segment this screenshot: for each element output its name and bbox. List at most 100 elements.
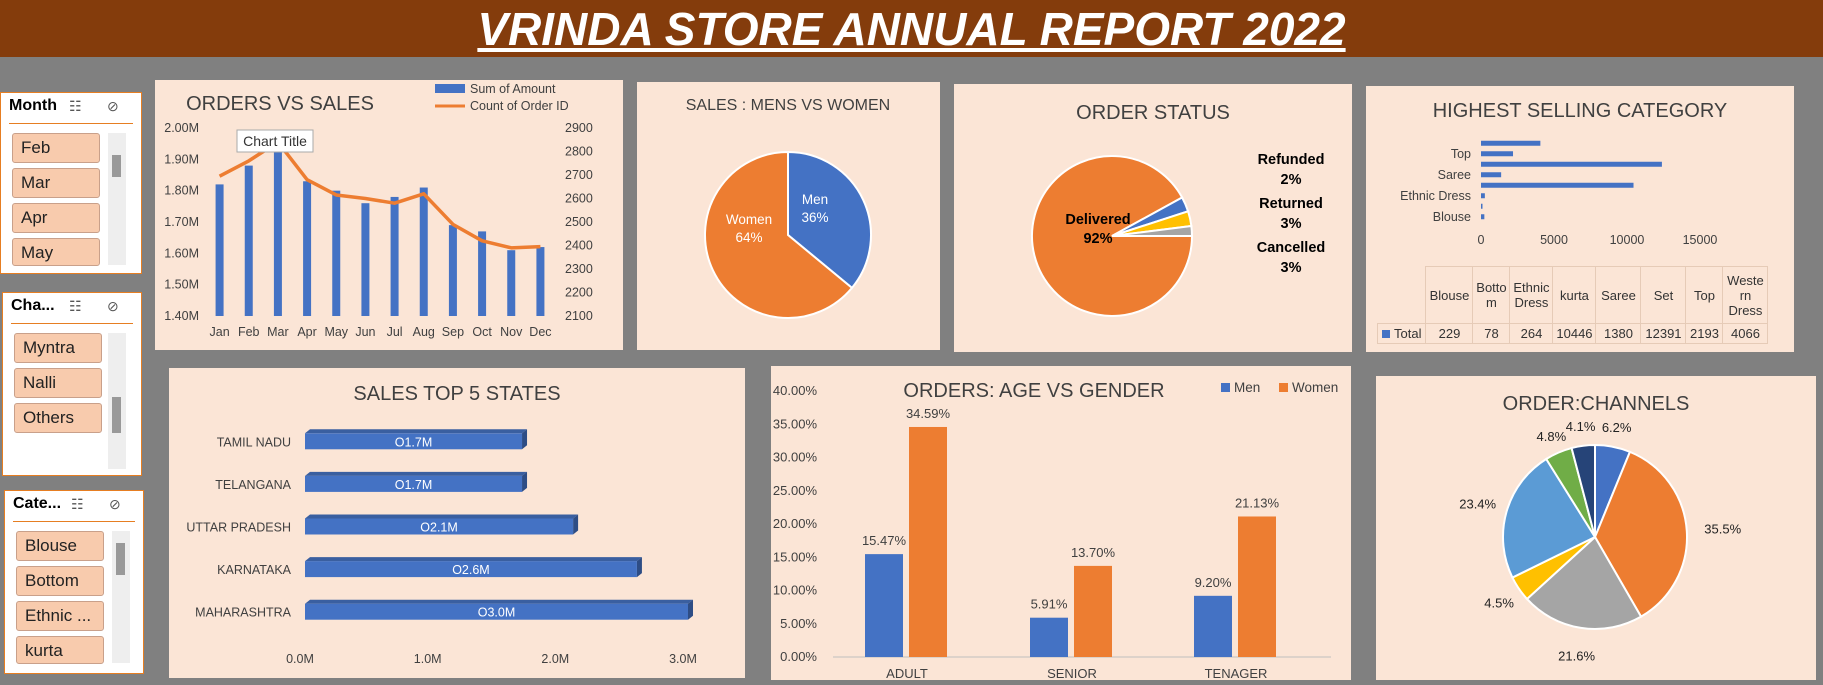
channel-slicer[interactable]: Cha... ☷ ⊘ Myntra Nalli Others: [2, 292, 142, 476]
x-tick: Apr: [297, 325, 316, 339]
multi-select-icon[interactable]: ☷: [69, 298, 82, 314]
slicer-item[interactable]: kurta: [16, 636, 104, 664]
pie-value-label: 23.4%: [1459, 497, 1496, 512]
table-header: Top: [1685, 266, 1724, 324]
slicer-item[interactable]: Nalli: [14, 368, 102, 398]
x-tick: Mar: [267, 325, 289, 339]
slicer-item[interactable]: Myntra: [14, 333, 102, 363]
chart-title: HIGHEST SELLING CATEGORY: [1433, 100, 1728, 122]
slicer-item[interactable]: May: [12, 238, 100, 266]
multi-select-icon[interactable]: ☷: [69, 98, 82, 114]
highest-selling-category-panel[interactable]: HIGHEST SELLING CATEGORY Top Saree Ethnic D…: [1366, 86, 1794, 352]
slicer-item[interactable]: Blouse: [16, 531, 104, 561]
slicer-item[interactable]: Apr: [12, 203, 100, 233]
y-left-tick: 1.50M: [164, 278, 199, 292]
scroll-thumb[interactable]: [112, 155, 121, 177]
slicer-scrollbar[interactable]: [112, 531, 130, 663]
sales-top-states-chart: SALES TOP 5 STATES O1.7M TAMIL NADU O1.7M TE…: [186, 383, 697, 666]
slicer-scrollbar[interactable]: [108, 333, 126, 469]
slicer-item[interactable]: Feb: [12, 133, 100, 163]
multi-select-icon[interactable]: ☷: [71, 496, 84, 512]
y-tick: 30.00%: [773, 450, 818, 465]
chart-tooltip-text: Chart Title: [243, 133, 307, 149]
pie-value-label: 4.1%: [1566, 419, 1596, 434]
slicer-item[interactable]: Mar: [12, 168, 100, 198]
bar-men: [1030, 617, 1068, 657]
state-bar: [305, 561, 637, 578]
chart-title: SALES : MENS VS WOMEN: [686, 97, 890, 114]
state-name: KARNATAKA: [217, 563, 292, 577]
pie-value-label: 6.2%: [1602, 420, 1632, 435]
y-right-tick: 2700: [565, 168, 593, 182]
pie-value-label: 3%: [1281, 260, 1302, 276]
table-cell: 1380: [1595, 323, 1642, 344]
slicer-divider: [11, 323, 133, 324]
clear-filter-icon[interactable]: ⊘: [107, 98, 119, 114]
sales-men-women-chart: SALES : MENS VS WOMEN Men 36% Women 64%: [686, 97, 890, 319]
category-bar: [1481, 203, 1483, 209]
x-tick: May: [324, 325, 348, 339]
legend-swatch-men: [1221, 383, 1230, 392]
bar-amount: [244, 165, 253, 316]
state-bar-top: [305, 514, 579, 519]
slicer-item[interactable]: Bottom: [16, 566, 104, 596]
y-tick: 20.00%: [773, 516, 818, 531]
slicer-scrollbar[interactable]: [108, 133, 126, 265]
order-channels-panel[interactable]: ORDER:CHANNELS 6.2% 35.5% 21.6% 4.5% 23.4% 4.8…: [1376, 376, 1816, 680]
state-bar-label: O1.7M: [395, 435, 433, 449]
pie-value-label: 35.5%: [1704, 521, 1741, 536]
bar-men: [1194, 595, 1232, 657]
state-bar: [305, 433, 523, 450]
bar-amount: [448, 225, 457, 316]
x-tick: 3.0M: [669, 652, 697, 666]
month-slicer[interactable]: Month ☷ ⊘ Feb Mar Apr May: [0, 92, 142, 274]
x-tick: SENIOR: [1047, 666, 1097, 680]
bar-value-label: 13.70%: [1071, 545, 1116, 560]
table-cell: 4066: [1722, 323, 1769, 344]
chart-title: ORDERS: AGE VS GENDER: [903, 380, 1164, 402]
bar-amount: [507, 250, 516, 316]
orders-vs-sales-panel[interactable]: ORDERS VS SALES Sum of Amount Count of Ord…: [155, 80, 623, 350]
order-status-panel[interactable]: ORDER STATUS Delivered 92% Refunded 2% Return…: [954, 84, 1352, 352]
x-tick: Nov: [500, 325, 523, 339]
table-header: Set: [1640, 266, 1687, 324]
scroll-thumb[interactable]: [112, 397, 121, 433]
legend-label-women: Women: [1292, 380, 1338, 395]
slicer-title: Cate...: [13, 495, 62, 512]
x-tick: Sep: [442, 325, 464, 339]
bar-value-label: 9.20%: [1195, 575, 1232, 590]
y-tick: Blouse: [1433, 210, 1471, 224]
category-slicer[interactable]: Cate... ☷ ⊘ Blouse Bottom Ethnic ... kur…: [4, 490, 144, 674]
y-right-tick: 2100: [565, 309, 593, 323]
state-bar: [305, 518, 574, 535]
state-name: TELANGANA: [215, 478, 291, 492]
sales-top-states-panel[interactable]: SALES TOP 5 STATES O1.7M TAMIL NADU O1.7M TE…: [169, 368, 745, 678]
state-name: TAMIL NADU: [217, 435, 291, 449]
sales-men-women-panel[interactable]: SALES : MENS VS WOMEN Men 36% Women 64%: [637, 82, 940, 350]
legend-swatch: [1382, 330, 1390, 338]
orders-age-gender-panel[interactable]: ORDERS: AGE VS GENDER Men Women 0.00% 5.00% 1…: [771, 366, 1351, 681]
slicer-item[interactable]: Others: [14, 403, 102, 433]
bar-amount: [478, 231, 487, 316]
legend-label-orders: Count of Order ID: [470, 99, 569, 113]
pie-value-label: 3%: [1281, 216, 1302, 232]
y-left-tick: 1.90M: [164, 152, 199, 166]
slicer-title: Cha...: [11, 297, 55, 314]
scroll-thumb[interactable]: [116, 543, 125, 575]
bar-women: [1238, 516, 1276, 657]
clear-filter-icon[interactable]: ⊘: [107, 298, 119, 314]
table-header: Saree: [1595, 266, 1642, 324]
clear-filter-icon[interactable]: ⊘: [109, 496, 121, 512]
pie-slice-women: [704, 150, 854, 319]
bar-amount: [361, 203, 370, 316]
table-cell: 12391: [1640, 323, 1687, 344]
chart-title: ORDER:CHANNELS: [1503, 393, 1690, 415]
order-channels-chart: ORDER:CHANNELS 6.2% 35.5% 21.6% 4.5% 23.4% 4.8…: [1459, 393, 1741, 664]
y-right-tick: 2500: [565, 215, 593, 229]
slicer-item[interactable]: Ethnic ...: [16, 601, 104, 631]
state-bar-side: [636, 557, 642, 578]
state-bar-label: O2.1M: [420, 521, 458, 535]
category-bar: [1481, 172, 1502, 178]
y-tick: 0.00%: [780, 649, 817, 664]
y-tick: 35.00%: [773, 416, 818, 431]
